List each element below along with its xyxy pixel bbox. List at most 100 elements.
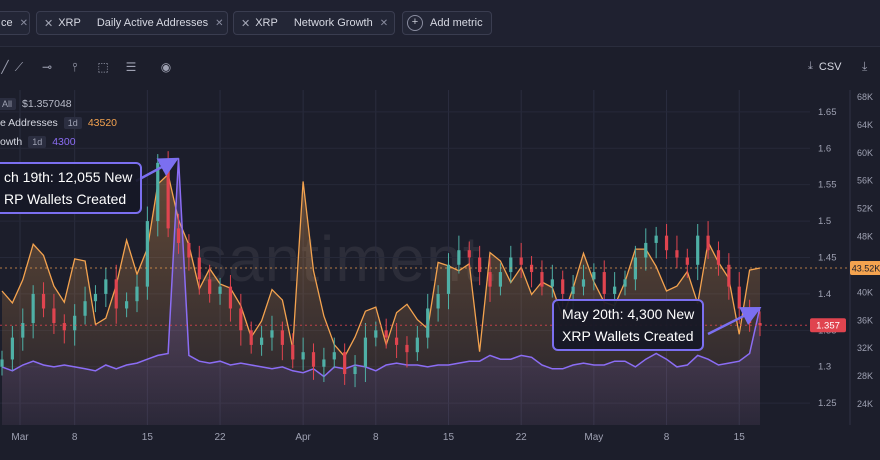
trend-line-icon[interactable]: ⟋ <box>14 60 24 74</box>
rectangle-tool-icon[interactable]: ⬚ <box>97 60 109 74</box>
y-right-tick-label: 28K <box>857 371 873 381</box>
legend-price-badge: All <box>0 97 17 110</box>
legend-price-value: $1.357048 <box>22 97 72 110</box>
x-tick-label: 22 <box>516 432 528 443</box>
price-candle <box>602 272 606 294</box>
price-candle <box>384 330 388 338</box>
price-candle <box>592 272 596 280</box>
x-tick-label: Apr <box>295 432 311 443</box>
price-candle <box>166 162 170 229</box>
download-icon: ⤓ <box>808 60 813 72</box>
legend-daa-label: e Addresses <box>0 116 58 129</box>
x-tick-label: 15 <box>142 432 154 443</box>
price-candle <box>228 286 233 309</box>
price-candle <box>135 286 139 302</box>
price-candle <box>716 250 721 265</box>
price-candle <box>613 286 617 294</box>
price-candle <box>197 257 201 280</box>
price-candle <box>218 286 222 294</box>
price-candle <box>696 235 700 265</box>
y-right-tick-label: 52K <box>857 204 873 214</box>
close-icon[interactable]: ✕ <box>19 17 29 29</box>
x-tick-label: May <box>584 432 603 443</box>
metric-pill-daa[interactable]: ✕ XRP Daily Active Addresses ✕ <box>36 11 228 35</box>
close-icon[interactable]: ✕ <box>44 17 54 30</box>
price-candle <box>748 308 752 324</box>
price-candle <box>249 330 253 345</box>
price-candle <box>93 293 98 302</box>
x-tick-label: Mar <box>11 432 29 443</box>
price-candle <box>83 301 87 316</box>
callout-may-line2: XRP Wallets Created <box>562 328 694 344</box>
last-daa-tag <box>850 260 880 275</box>
daa-series-line <box>1 173 761 358</box>
price-candle <box>685 257 689 265</box>
price-candle <box>104 279 108 294</box>
legend-ng-value: 4300 <box>52 135 76 148</box>
metric-pill-price[interactable]: ce ✕ <box>0 11 30 35</box>
metric-pill-ng-asset: XRP <box>255 17 278 29</box>
price-candle <box>519 257 523 265</box>
fib-tool-icon[interactable]: ☰ <box>125 60 137 74</box>
price-candle <box>156 162 160 222</box>
csv-download-button[interactable]: ⤓ CSV <box>808 60 842 73</box>
y-right-tick-label: 36K <box>857 315 873 325</box>
metric-pill-ng-label: Network Growth <box>293 17 373 29</box>
close-icon[interactable]: ✕ <box>215 17 224 29</box>
callout-march-line1: ch 19th: 12,055 New <box>4 169 133 185</box>
x-tick-label: 8 <box>72 432 78 443</box>
callout-march: ch 19th: 12,055 New RP Wallets Created <box>0 162 143 214</box>
close-icon[interactable]: ✕ <box>241 17 251 30</box>
price-candle <box>561 279 565 294</box>
y-right-tick-label: 68K <box>857 92 873 102</box>
legend-ng-label: owth <box>0 135 23 148</box>
metric-pill-ng[interactable]: ✕ XRP Network Growth ✕ <box>233 11 395 35</box>
y-left-tick-label: 1.5 <box>818 216 831 227</box>
price-candle <box>176 228 181 243</box>
price-candle <box>125 301 129 309</box>
y-right-tick-label: 56K <box>857 176 873 186</box>
price-candle <box>581 279 586 287</box>
plus-icon: + <box>407 15 423 31</box>
price-candle <box>187 242 191 258</box>
price-candle <box>270 330 274 338</box>
callout-may-line1: May 20th: 4,300 New <box>562 306 695 322</box>
price-candle <box>550 279 554 287</box>
price-candle <box>509 257 513 273</box>
price-candle <box>571 286 575 294</box>
price-candle <box>394 337 399 345</box>
close-icon[interactable]: ✕ <box>379 17 389 29</box>
visibility-eye-icon[interactable]: ◉ <box>160 60 172 74</box>
callout-march-line2: RP Wallets Created <box>4 191 127 207</box>
add-metric-button[interactable]: + Add metric <box>402 11 492 35</box>
y-right-tick-label: 40K <box>857 287 873 297</box>
y-left-tick-label: 1.4 <box>818 289 831 300</box>
price-candle <box>41 293 46 309</box>
price-candle <box>446 264 451 294</box>
price-candle <box>62 323 66 331</box>
horizontal-line-icon[interactable]: ⊸ <box>41 60 53 74</box>
x-tick-label: 22 <box>214 432 226 443</box>
callout-arrow-march <box>135 157 179 183</box>
price-candle <box>301 352 305 360</box>
vertical-line-icon[interactable]: ⫯ <box>72 60 78 74</box>
x-tick-label: 15 <box>443 432 455 443</box>
price-candle <box>488 272 492 287</box>
chart-legend: All $1.357048 e Addresses 1d 43520 owth … <box>0 94 117 151</box>
download-image-icon[interactable]: ⤓ <box>862 59 868 73</box>
metrics-toolbar: ce ✕ ✕ XRP Daily Active Addresses ✕ ✕ XR… <box>0 0 880 47</box>
add-metric-label: Add metric <box>430 17 483 29</box>
drawing-tools: ╱ ⟋ ⊸ ⫯ ⬚ ☰ ◉ ⤓ CSV ⤓ <box>0 56 880 80</box>
line-tool-icon[interactable]: ╱ <box>1 60 9 74</box>
price-candle <box>737 286 741 309</box>
price-candle <box>322 359 326 367</box>
price-candle <box>21 323 25 338</box>
callout-may: May 20th: 4,300 New XRP Wallets Created <box>552 299 705 351</box>
y-left-tick-label: 1.55 <box>818 180 837 191</box>
price-candle <box>52 308 56 324</box>
ng-area <box>2 158 760 425</box>
last-daa-label: 43.52K <box>852 263 880 273</box>
price-candle <box>343 352 347 375</box>
price-candle <box>311 352 316 367</box>
callout-arrow-may <box>707 307 762 336</box>
